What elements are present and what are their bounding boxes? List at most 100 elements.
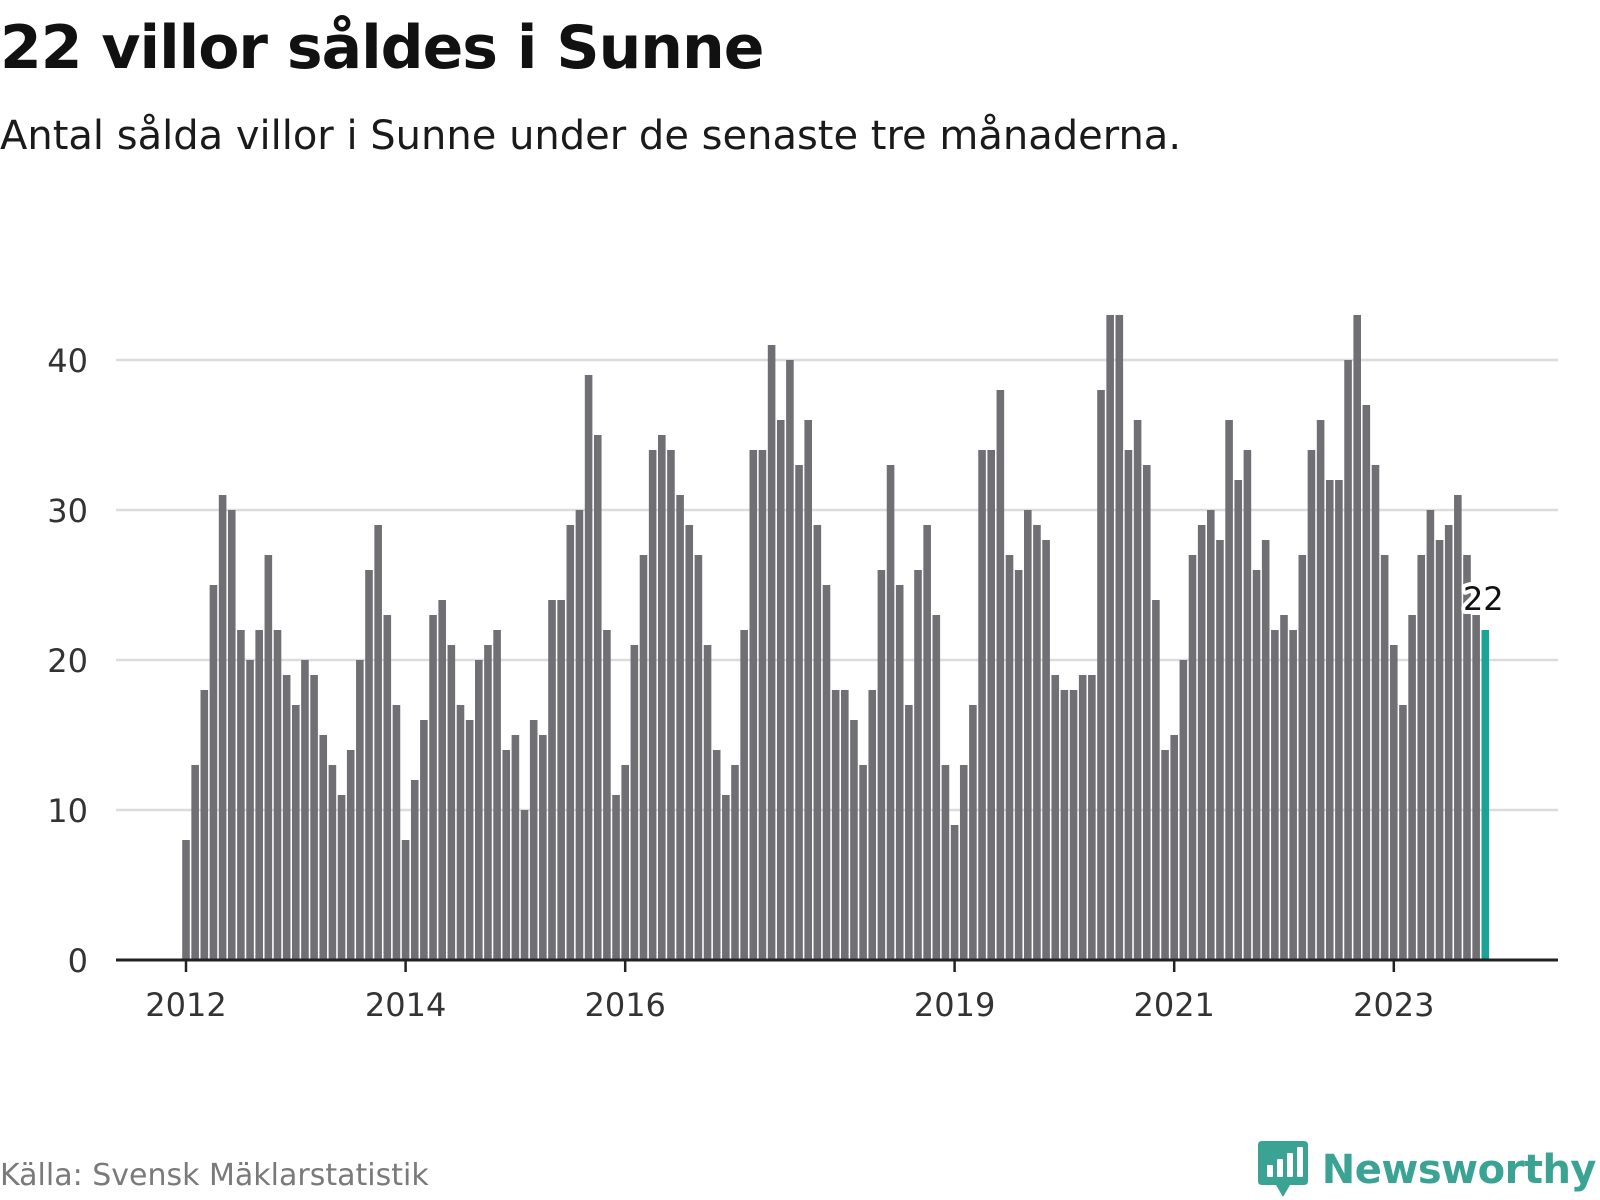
bar <box>758 450 767 960</box>
bar <box>1289 630 1297 960</box>
bar <box>1472 615 1480 960</box>
bar <box>593 435 602 960</box>
bar <box>1444 525 1453 960</box>
bar <box>191 765 199 960</box>
bar <box>1170 735 1178 960</box>
chart-title: 22 villor såldes i Sunne <box>0 13 764 83</box>
bar <box>511 735 520 960</box>
bar <box>1088 675 1096 960</box>
bar <box>959 765 968 960</box>
bar <box>301 660 309 960</box>
bar <box>859 765 867 960</box>
bar <box>337 795 346 960</box>
bar <box>420 720 428 960</box>
bar <box>895 585 904 960</box>
bar <box>1179 660 1188 960</box>
bar <box>1024 510 1032 960</box>
x-tick-label: 2016 <box>584 986 665 1024</box>
brand-name: Newsworthy <box>1321 1147 1597 1193</box>
bar <box>1353 315 1361 960</box>
bar <box>401 840 410 960</box>
bar <box>557 600 565 960</box>
bar <box>273 630 282 960</box>
bar <box>1426 510 1435 960</box>
bar <box>264 555 273 960</box>
bar <box>465 720 474 960</box>
bar <box>868 690 877 960</box>
bar <box>1133 420 1142 960</box>
bar <box>1271 630 1279 960</box>
bar <box>1051 675 1060 960</box>
bar <box>182 840 190 960</box>
bar <box>346 750 355 960</box>
bar <box>1005 555 1014 960</box>
bar <box>200 690 209 960</box>
bar <box>1033 525 1041 960</box>
bar <box>667 450 675 960</box>
x-tick-label: 2023 <box>1353 986 1434 1024</box>
bar <box>328 765 337 960</box>
bar <box>1060 690 1069 960</box>
bar <box>237 630 245 960</box>
bar <box>1142 465 1151 960</box>
bar <box>905 705 913 960</box>
bar <box>676 495 684 960</box>
bar <box>575 510 584 960</box>
bar <box>987 450 995 960</box>
bar <box>584 375 593 960</box>
bar <box>292 705 300 960</box>
x-tick-label: 2012 <box>145 986 226 1024</box>
bar <box>740 630 748 960</box>
bar <box>1069 690 1078 960</box>
bar <box>813 525 822 960</box>
bar <box>1225 420 1233 960</box>
bar <box>1454 495 1462 960</box>
y-axis-labels: 0 10 20 30 40 <box>47 342 88 980</box>
bar <box>410 780 419 960</box>
bar <box>712 750 721 960</box>
bar <box>932 615 941 960</box>
bar <box>786 360 794 960</box>
bar <box>383 615 392 960</box>
bars <box>182 315 1490 960</box>
bar <box>246 660 254 960</box>
bar <box>1188 555 1197 960</box>
highlight-value-label: 22 <box>1463 580 1504 618</box>
bar <box>612 795 620 960</box>
bar <box>886 465 895 960</box>
bar <box>529 720 538 960</box>
bar-chart-bubble-icon <box>1257 1141 1308 1197</box>
bar <box>850 720 858 960</box>
bar <box>1243 450 1252 960</box>
bar <box>1463 555 1471 960</box>
bar <box>685 525 694 960</box>
bar <box>822 585 831 960</box>
bar <box>731 765 739 960</box>
bar <box>1390 645 1398 960</box>
bar <box>365 570 373 960</box>
source-note: Källa: Svensk Mäklarstatistik <box>0 1158 429 1193</box>
bar <box>1014 570 1023 960</box>
x-axis-ticks: 2012 2014 2016 2019 2021 2023 <box>145 960 1435 1024</box>
bar <box>1097 390 1105 960</box>
bar <box>776 420 785 960</box>
bar <box>722 795 730 960</box>
bar <box>520 810 529 960</box>
bar <box>539 735 547 960</box>
y-tick-label: 10 <box>47 792 88 830</box>
bar <box>694 555 703 960</box>
bar <box>1197 525 1206 960</box>
bar <box>877 570 886 960</box>
bar <box>639 555 648 960</box>
y-tick-label: 30 <box>47 492 88 530</box>
bar <box>566 525 575 960</box>
bar <box>1362 405 1371 960</box>
bar <box>648 450 657 960</box>
x-tick-label: 2019 <box>914 986 995 1024</box>
bar <box>1261 540 1270 960</box>
bar <box>804 420 812 960</box>
bar <box>310 675 318 960</box>
bar <box>969 705 977 960</box>
bar <box>429 615 437 960</box>
bar <box>392 705 401 960</box>
